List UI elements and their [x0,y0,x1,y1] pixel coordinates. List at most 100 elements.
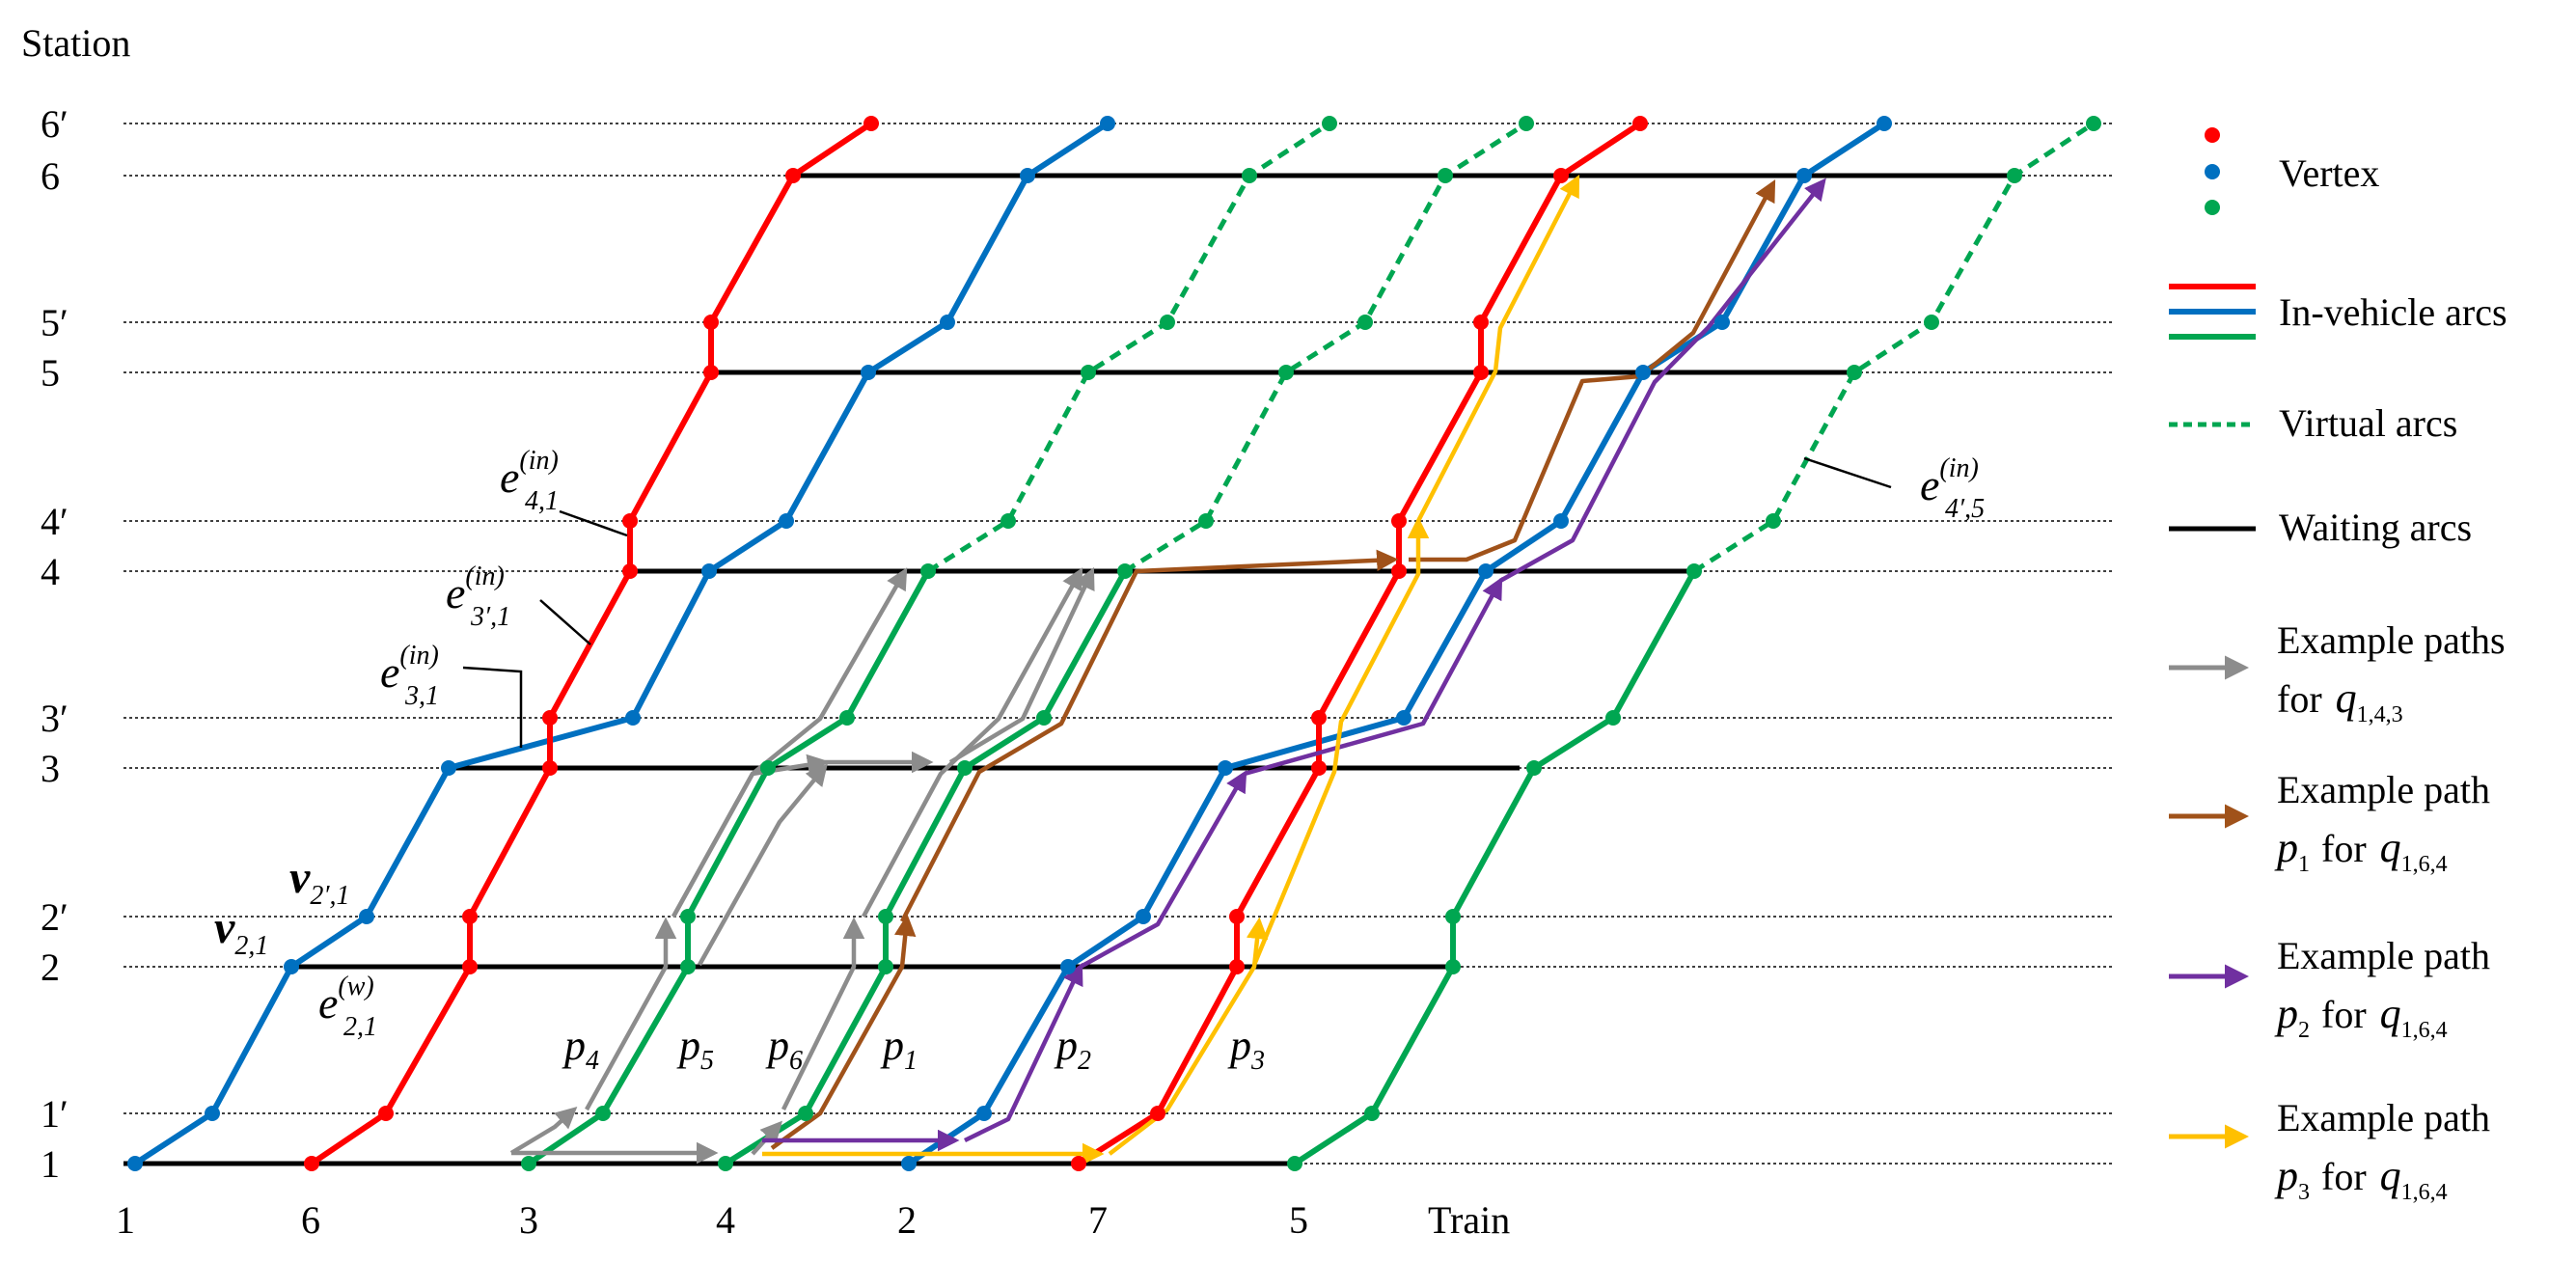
example-path-arrow [964,962,1083,1143]
example-path-arrow [698,763,828,967]
annotation-v21: v2,1 [214,902,268,961]
vertex-dot [462,909,478,924]
example-path-arrow [1409,179,1776,562]
example-path-arrow [1244,577,1503,777]
vertex-dot [542,760,558,776]
legend-gray-path-line2: for q1,4,3 [2277,674,2403,727]
vertex-dot [1391,563,1407,579]
legend-brown-path-line1: Example path [2277,768,2490,811]
vertex-dot [378,1106,394,1121]
train-label: 3 [519,1198,538,1242]
vertex-dot [441,760,456,776]
example-path-arrow [948,566,1095,764]
legend-vertex-green-icon [2205,200,2220,215]
y-axis-title: Station [21,21,130,65]
vertex-dot [304,1156,319,1171]
vertex-dot [680,959,696,974]
legend-vertex-blue-icon [2205,164,2220,179]
path-label-p2: p2 [1054,1022,1091,1076]
vertex-dot [1000,513,1016,529]
legend: Vertex In-vehicle arcs Virtual arcs Wait… [2169,127,2507,1205]
in-vehicle-arc [310,121,873,1166]
annotation-e4p5: e(in) 4′,5 [1920,453,1985,524]
vertex-dot [1150,1106,1165,1121]
vertex-dot [1060,959,1076,974]
vertex-dot [1635,365,1651,380]
example-path-arrow [1108,917,1269,1156]
station-labels: 1 1′ 2 2′ 3 3′ 4 4′ 5 5′ 6 6′ [41,102,69,1186]
vertex-dot [703,365,719,380]
virtual-arcs [926,121,2096,574]
vertex-dot [1686,563,1702,579]
vertex-dot [1322,116,1337,131]
virtual-arc [1123,121,1528,574]
vertex-dot [1364,1106,1380,1121]
example-path-arrow [509,1106,578,1155]
vertex-dot [1445,959,1461,974]
station-label: 2′ [41,895,69,939]
vertex-dot [1229,959,1245,974]
train-label: 1 [116,1198,135,1242]
vertex-dot [1553,168,1569,183]
station-label: 4 [41,550,60,593]
vertex-dot [521,1156,536,1171]
vertex-dot [1278,365,1294,380]
vertex-dot [798,1106,813,1121]
vertex-dot [976,1106,992,1121]
vertex-dot [1020,168,1035,183]
vertex-dot [785,168,801,183]
vertex-dot [1632,116,1648,131]
vertex-dot [878,959,893,974]
legend-waiting-label: Waiting arcs [2279,506,2472,549]
vertex-dot [462,959,478,974]
vertex-dot [1796,168,1812,183]
station-label: 5 [41,351,60,395]
vertex-dot [1071,1156,1086,1171]
in-vehicle-arcs [133,121,1886,1166]
legend-purple-path-line2: p2 for q1,6,4 [2274,990,2448,1043]
vertex-dot [1526,760,1542,776]
station-label: 1′ [41,1092,69,1136]
vertex-dot [760,760,776,776]
in-vehicle-arc [1077,121,1642,1166]
vertex-dot [779,513,794,529]
vertex-dot [1311,710,1327,726]
annotation-leader-line [559,509,628,537]
in-vehicle-arc [907,121,1886,1166]
vertex-dot [1473,315,1489,330]
vertex-dot [1311,760,1327,776]
x-axis-title: Train [1428,1198,1510,1242]
station-label: 1 [41,1142,60,1186]
vertex-dot [1438,168,1453,183]
vertex-dot [359,909,374,924]
station-label: 3′ [41,697,69,740]
vertex-dot [940,315,955,330]
vertex-dot [542,710,558,726]
annotation-e41: e(in) 4,1 [500,446,559,516]
train-label: 2 [897,1198,917,1242]
path-labels: p4 p5 p6 p1 p2 p3 [562,1022,1265,1076]
path-label-p1: p1 [880,1022,918,1076]
train-label: 4 [716,1198,735,1242]
vertex-dot [1081,365,1096,380]
vertices [127,116,2101,1171]
train-labels: 1 6 3 4 2 7 5 [116,1198,1308,1242]
station-label: 6′ [41,102,69,146]
vertex-dot [863,116,879,131]
vertex-dot [622,513,638,529]
example-path-arrow [900,549,1399,923]
vertex-dot [2007,168,2022,183]
vertex-dot [703,315,719,330]
path-label-p4: p4 [562,1022,599,1076]
example-path-arrow [1416,175,1580,523]
train-label: 5 [1289,1198,1308,1242]
vertex-dot [701,563,717,579]
train-label: 7 [1088,1198,1108,1242]
vertex-dot [1766,513,1781,529]
vertex-dot [1242,168,1257,183]
station-label: 3 [41,747,60,790]
vertex-dot [625,710,641,726]
vertex-dot [1478,563,1494,579]
path-label-p6: p6 [765,1022,803,1076]
